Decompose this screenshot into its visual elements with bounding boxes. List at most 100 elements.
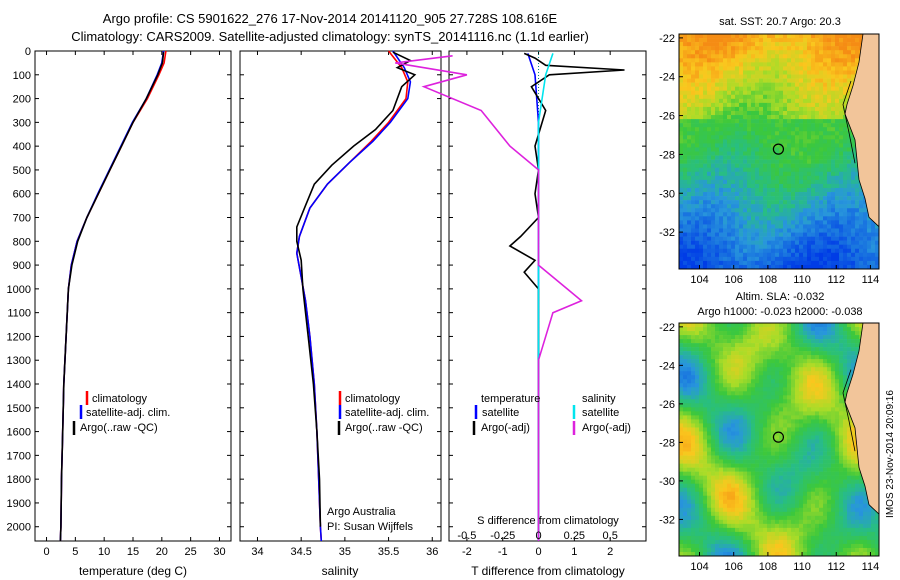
map-cell xyxy=(807,224,812,229)
map-cell xyxy=(827,383,832,388)
map-cell xyxy=(815,38,820,43)
map-cell xyxy=(687,46,692,51)
map-cell xyxy=(815,411,820,416)
map-cell xyxy=(819,439,824,444)
map-cell xyxy=(779,331,784,336)
map-cell xyxy=(835,82,840,87)
map-cell xyxy=(823,379,828,384)
map-cell xyxy=(719,196,724,201)
map-cell xyxy=(839,327,844,332)
map-cell xyxy=(839,435,844,440)
map-cell xyxy=(739,355,744,360)
map-cell xyxy=(811,395,816,400)
map-cell xyxy=(855,183,860,189)
map-cell xyxy=(759,419,764,424)
argo-australia-note: Argo Australia xyxy=(327,506,396,518)
map-cell xyxy=(703,66,708,71)
map-cell xyxy=(847,379,852,384)
map-cell xyxy=(743,256,748,262)
map-cell xyxy=(691,42,696,47)
map-cell xyxy=(859,323,864,328)
map-cell xyxy=(855,204,860,209)
map-cell xyxy=(807,451,812,456)
map-cell xyxy=(723,383,728,388)
map-cell xyxy=(683,54,688,59)
map-cell xyxy=(767,212,772,217)
map-cell xyxy=(751,331,756,336)
map-cell xyxy=(811,256,816,262)
map-cell xyxy=(839,236,844,241)
map-cell xyxy=(691,183,696,189)
map-cell xyxy=(803,387,808,392)
map-cell xyxy=(827,98,832,104)
map-cell xyxy=(851,50,856,55)
map-cell xyxy=(787,38,792,43)
map-cell xyxy=(791,343,796,348)
map-cell xyxy=(803,167,808,173)
map-cell xyxy=(787,431,792,436)
map-cell xyxy=(843,443,848,448)
map-cell xyxy=(847,447,852,452)
map-cell xyxy=(787,327,792,332)
map-cell xyxy=(783,415,788,420)
map-cell xyxy=(819,339,824,344)
map-cell xyxy=(735,115,740,120)
map-cell xyxy=(743,343,748,348)
map-cell xyxy=(723,435,728,440)
map-cell xyxy=(855,252,860,258)
map-cell xyxy=(767,78,772,83)
map-cell xyxy=(687,74,692,79)
map-cell xyxy=(787,62,792,67)
map-cell xyxy=(827,423,832,428)
map-cell xyxy=(703,147,708,152)
map-cell xyxy=(791,151,796,156)
map-cell xyxy=(719,78,724,83)
map-cell xyxy=(711,155,716,160)
map-cell xyxy=(711,455,716,460)
map-cell xyxy=(783,367,788,372)
map-cell xyxy=(735,371,740,376)
map-cell xyxy=(715,459,720,464)
map-cell xyxy=(767,86,772,92)
map-cell xyxy=(719,212,724,217)
map-cell xyxy=(739,127,744,132)
map-cell xyxy=(703,260,708,266)
map-cell xyxy=(827,34,832,39)
map-cell xyxy=(743,232,748,237)
map-cell xyxy=(843,70,848,75)
map-cell xyxy=(687,135,692,140)
map-cell xyxy=(827,187,832,193)
map-cell xyxy=(839,102,844,108)
map-cell xyxy=(811,240,816,245)
map-cell xyxy=(779,106,784,112)
map-cell xyxy=(799,399,804,404)
map-cell xyxy=(795,371,800,376)
map-cell xyxy=(695,435,700,440)
map-cell xyxy=(791,94,796,100)
map-cell xyxy=(783,439,788,444)
map-cell xyxy=(787,216,792,221)
map-cell xyxy=(719,327,724,332)
map-cell xyxy=(783,163,788,169)
map-cell xyxy=(711,260,716,266)
map-cell xyxy=(735,391,740,396)
map-cell xyxy=(851,351,856,356)
map-cell xyxy=(843,58,848,63)
map-cell xyxy=(707,220,712,225)
map-cell xyxy=(739,98,744,104)
map-cell xyxy=(703,435,708,440)
map-cell xyxy=(763,54,768,59)
map-cell xyxy=(751,228,756,233)
map-cell xyxy=(747,183,752,189)
map-cell xyxy=(771,74,776,79)
map-cell xyxy=(795,127,800,132)
map-cell xyxy=(803,228,808,233)
map-cell xyxy=(695,90,700,96)
map-cell xyxy=(819,212,824,217)
map-cell xyxy=(791,387,796,392)
map-cell xyxy=(687,179,692,185)
map-cell xyxy=(823,228,828,233)
map-cell xyxy=(747,70,752,75)
map-cell xyxy=(799,123,804,128)
map-cell xyxy=(723,339,728,344)
